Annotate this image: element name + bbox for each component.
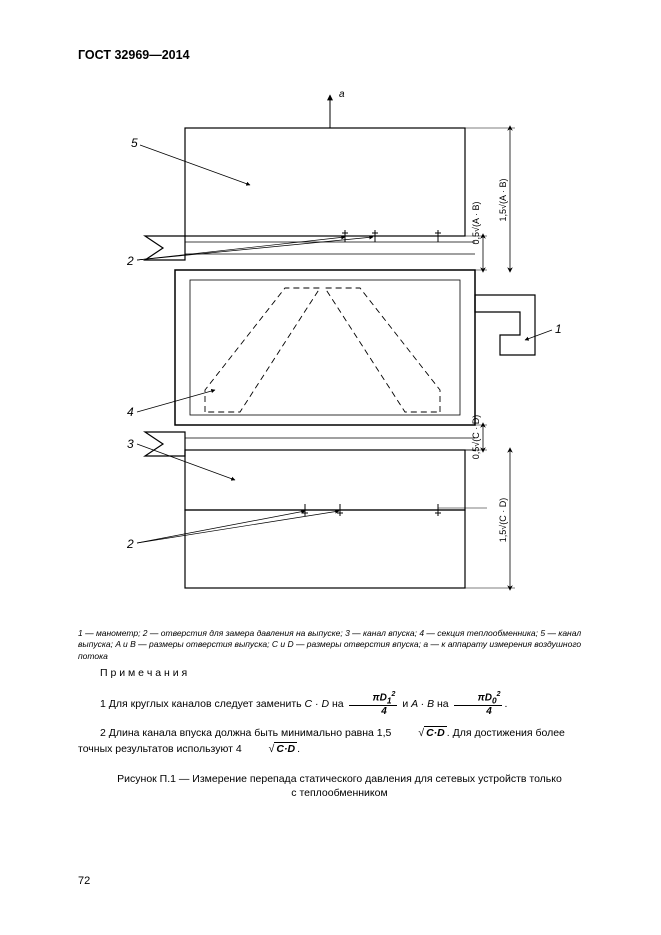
svg-text:0,5√(C · D): 0,5√(C · D) [471, 415, 481, 459]
dim-1-5-ab: 1,5√(A · B) [498, 128, 510, 270]
notes-heading: П р и м е ч а н и я [78, 666, 601, 682]
svg-text:1,5√(C · D): 1,5√(C · D) [498, 498, 508, 542]
callout-1: 1 [555, 322, 562, 336]
header-tab-top [145, 236, 475, 260]
block-5-outlet [185, 128, 465, 236]
header-tab-bottom [145, 432, 475, 456]
arrow-a: a [330, 90, 345, 128]
bottom-duct [185, 510, 465, 588]
figure-legend: 1 — манометр; 2 — отверстия для замера д… [78, 628, 601, 662]
block-4-heatexchanger [175, 270, 475, 425]
figure-caption: Рисунок П.1 — Измерение перепада статиче… [78, 772, 601, 800]
svg-text:1,5√(A · B): 1,5√(A · B) [498, 179, 508, 222]
dim-0-5-cd: 0,5√(C · D) [471, 415, 483, 459]
diagram-svg: a [105, 90, 575, 620]
frac-pd1: πD12 4 [349, 691, 398, 718]
note-2: 2 Длина канала впуска должна быть минима… [78, 726, 601, 758]
page-number: 72 [78, 875, 90, 887]
dim-1-5-cd: 1,5√(C · D) [498, 450, 510, 588]
callout-2-top: 2 [126, 254, 134, 268]
block-1-manometer [475, 295, 535, 355]
callout-3: 3 [127, 437, 134, 451]
callout-2-bottom: 2 [126, 537, 134, 551]
figure-p1: a [105, 90, 575, 620]
callout-5: 5 [131, 136, 138, 150]
arrow-label: a [339, 90, 345, 100]
frac-pd0: πD02 4 [454, 691, 503, 718]
callouts-group: 5 2 4 3 2 1 [126, 136, 562, 551]
notes-block: П р и м е ч а н и я 1 Для круглых канало… [78, 666, 601, 800]
callout-4: 4 [127, 405, 134, 419]
svg-text:0,5√(A · B): 0,5√(A · B) [471, 202, 481, 245]
doc-header: ГОСТ 32969—2014 [78, 48, 190, 62]
block-3-inlet [185, 450, 465, 510]
note-1: 1 Для круглых каналов следует заменить C… [78, 691, 601, 718]
